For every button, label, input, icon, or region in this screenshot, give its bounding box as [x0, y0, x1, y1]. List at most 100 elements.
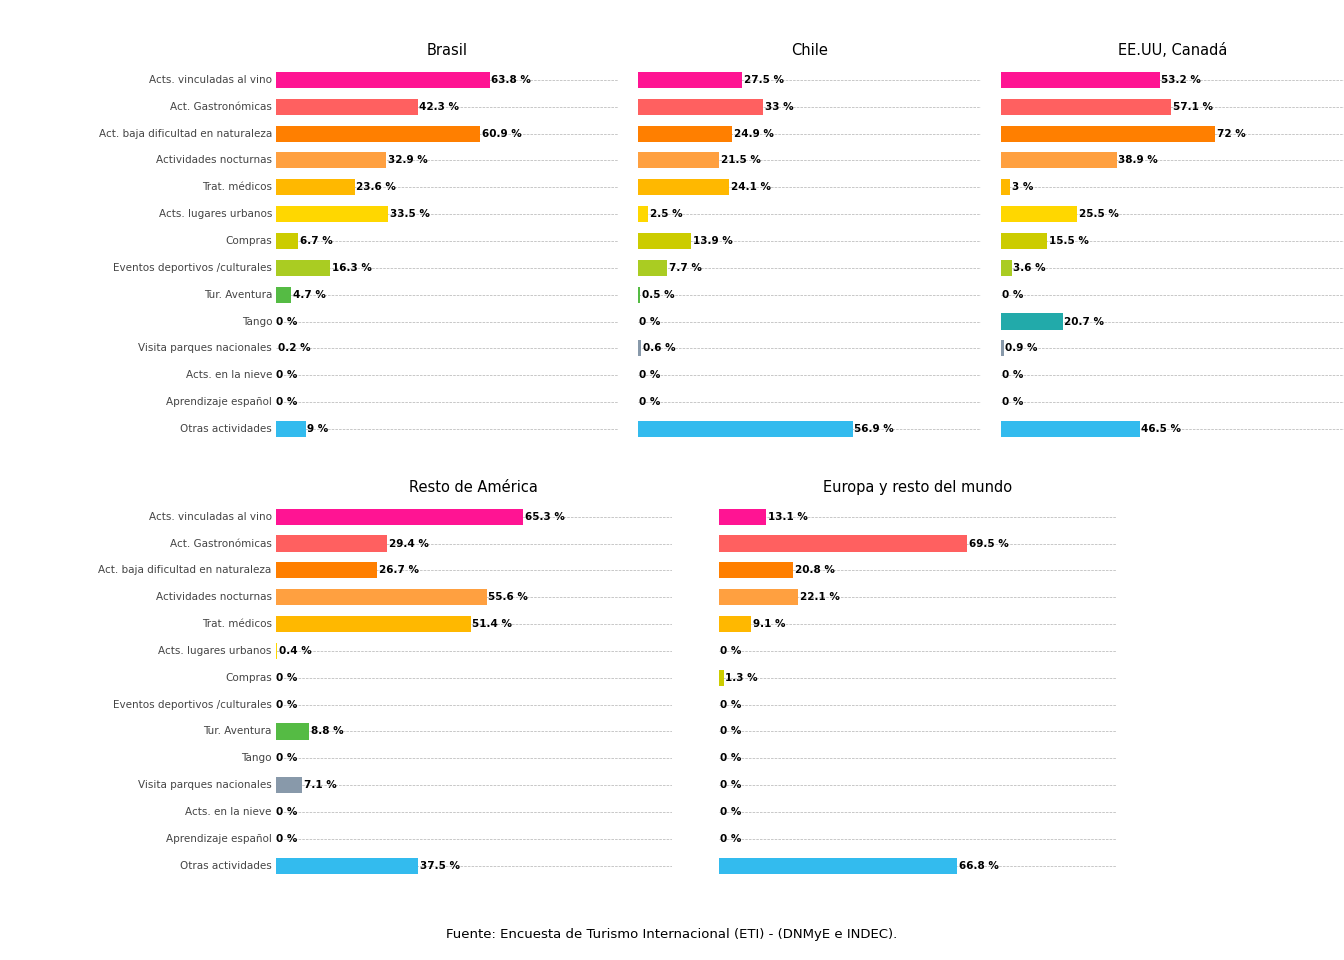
- Text: 21.5 %: 21.5 %: [722, 156, 761, 165]
- Text: Acts. en la nieve: Acts. en la nieve: [185, 371, 273, 380]
- Bar: [276, 233, 298, 249]
- Text: Acts. lugares urbanos: Acts. lugares urbanos: [159, 646, 271, 656]
- Text: 33 %: 33 %: [765, 102, 793, 111]
- Bar: [719, 509, 766, 525]
- Text: 51.4 %: 51.4 %: [473, 619, 512, 629]
- Bar: [276, 206, 388, 222]
- Title: Resto de América: Resto de América: [410, 480, 538, 495]
- Bar: [638, 341, 641, 356]
- Bar: [638, 206, 648, 222]
- Text: Acts. en la nieve: Acts. en la nieve: [185, 807, 271, 817]
- Bar: [638, 153, 719, 168]
- Text: 20.8 %: 20.8 %: [796, 565, 835, 575]
- Text: 65.3 %: 65.3 %: [526, 512, 564, 521]
- Bar: [1001, 206, 1077, 222]
- Text: 42.3 %: 42.3 %: [419, 102, 460, 111]
- Text: 9 %: 9 %: [308, 424, 329, 434]
- Bar: [1001, 153, 1117, 168]
- Text: 63.8 %: 63.8 %: [492, 75, 531, 84]
- Bar: [276, 126, 480, 142]
- Text: 0 %: 0 %: [720, 834, 741, 844]
- Title: Chile: Chile: [792, 43, 828, 59]
- Bar: [276, 509, 523, 525]
- Bar: [719, 616, 751, 632]
- Text: 0 %: 0 %: [640, 397, 660, 407]
- Text: 0 %: 0 %: [1001, 397, 1023, 407]
- Text: 0.4 %: 0.4 %: [280, 646, 312, 656]
- Text: 0 %: 0 %: [277, 754, 297, 763]
- Text: 0 %: 0 %: [276, 317, 297, 326]
- Text: Aprendizaje español: Aprendizaje español: [165, 834, 271, 844]
- Bar: [276, 589, 487, 605]
- Text: Fuente: Encuesta de Turismo Internacional (ETI) - (DNMyE e INDEC).: Fuente: Encuesta de Turismo Internaciona…: [446, 927, 898, 941]
- Text: 13.9 %: 13.9 %: [692, 236, 732, 246]
- Bar: [638, 99, 762, 115]
- Text: 0.5 %: 0.5 %: [642, 290, 675, 300]
- Title: Brasil: Brasil: [426, 43, 468, 59]
- Text: 69.5 %: 69.5 %: [969, 539, 1008, 548]
- Text: Compras: Compras: [226, 236, 273, 246]
- Bar: [276, 420, 305, 437]
- Bar: [276, 778, 302, 793]
- Text: 0 %: 0 %: [276, 397, 297, 407]
- Bar: [276, 153, 386, 168]
- Bar: [1001, 260, 1012, 276]
- Text: 3.6 %: 3.6 %: [1013, 263, 1046, 273]
- Text: 0 %: 0 %: [277, 673, 297, 683]
- Title: Europa y resto del mundo: Europa y resto del mundo: [823, 480, 1012, 495]
- Text: 55.6 %: 55.6 %: [488, 592, 528, 602]
- Text: Visita parques nacionales: Visita parques nacionales: [138, 780, 271, 790]
- Text: 13.1 %: 13.1 %: [767, 512, 808, 521]
- Text: 53.2 %: 53.2 %: [1161, 75, 1202, 84]
- Text: 0 %: 0 %: [720, 700, 741, 709]
- Text: 0 %: 0 %: [277, 700, 297, 709]
- Text: 0 %: 0 %: [1001, 290, 1023, 300]
- Text: Tango: Tango: [242, 317, 273, 326]
- Text: 16.3 %: 16.3 %: [332, 263, 372, 273]
- Bar: [276, 72, 489, 88]
- Text: Acts. vinculadas al vino: Acts. vinculadas al vino: [149, 75, 273, 84]
- Text: Eventos deportivos /culturales: Eventos deportivos /culturales: [113, 263, 273, 273]
- Bar: [719, 536, 966, 552]
- Text: 0.6 %: 0.6 %: [642, 344, 675, 353]
- Text: Trat. médicos: Trat. médicos: [202, 619, 271, 629]
- Text: 0 %: 0 %: [720, 727, 741, 736]
- Text: 29.4 %: 29.4 %: [388, 539, 429, 548]
- Text: 4.7 %: 4.7 %: [293, 290, 325, 300]
- Bar: [1001, 420, 1140, 437]
- Text: 46.5 %: 46.5 %: [1141, 424, 1181, 434]
- Text: 38.9 %: 38.9 %: [1118, 156, 1159, 165]
- Text: 9.1 %: 9.1 %: [753, 619, 786, 629]
- Bar: [1001, 341, 1004, 356]
- Text: 15.5 %: 15.5 %: [1048, 236, 1089, 246]
- Text: 56.9 %: 56.9 %: [855, 424, 894, 434]
- Text: Trat. médicos: Trat. médicos: [202, 182, 273, 192]
- Text: Visita parques nacionales: Visita parques nacionales: [138, 344, 273, 353]
- Text: Otras actividades: Otras actividades: [180, 861, 271, 871]
- Text: Tur. Aventura: Tur. Aventura: [203, 727, 271, 736]
- Text: 27.5 %: 27.5 %: [743, 75, 784, 84]
- Bar: [1001, 233, 1047, 249]
- Text: 0.2 %: 0.2 %: [278, 344, 310, 353]
- Text: 24.9 %: 24.9 %: [734, 129, 774, 138]
- Text: 22.1 %: 22.1 %: [800, 592, 840, 602]
- Text: 0 %: 0 %: [720, 807, 741, 817]
- Text: Otras actividades: Otras actividades: [180, 424, 273, 434]
- Text: 72 %: 72 %: [1216, 129, 1246, 138]
- Text: 0 %: 0 %: [276, 371, 297, 380]
- Bar: [638, 260, 668, 276]
- Text: 0 %: 0 %: [640, 371, 660, 380]
- Text: 7.1 %: 7.1 %: [304, 780, 337, 790]
- Bar: [276, 616, 470, 632]
- Text: 0 %: 0 %: [277, 834, 297, 844]
- Text: Actividades nocturnas: Actividades nocturnas: [156, 592, 271, 602]
- Bar: [719, 857, 957, 874]
- Bar: [638, 180, 730, 195]
- Bar: [276, 99, 418, 115]
- Bar: [638, 126, 732, 142]
- Text: Act. baja dificultad en naturaleza: Act. baja dificultad en naturaleza: [99, 129, 273, 138]
- Title: EE.UU, Canadá: EE.UU, Canadá: [1118, 43, 1227, 59]
- Text: 1.3 %: 1.3 %: [726, 673, 758, 683]
- Text: 0.9 %: 0.9 %: [1005, 344, 1038, 353]
- Text: 0 %: 0 %: [640, 317, 660, 326]
